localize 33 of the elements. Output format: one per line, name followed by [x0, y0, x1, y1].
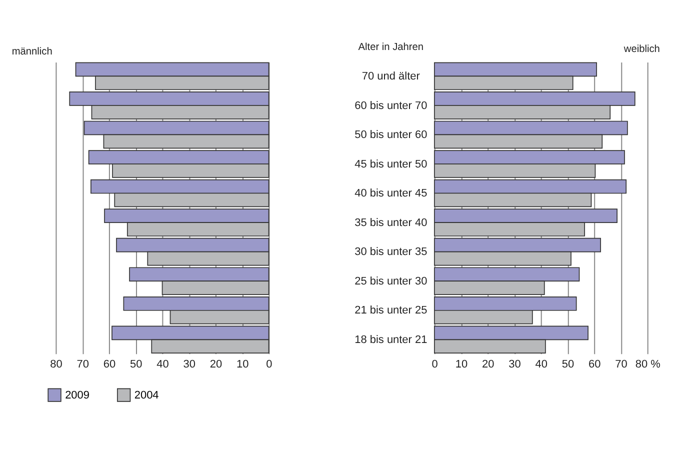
x-tick-label: 10: [236, 358, 249, 371]
legend-label: 2009: [65, 389, 90, 402]
x-tick-label: 50: [562, 358, 574, 371]
x-tick-label: 80 %: [635, 358, 661, 371]
y-tick-label: 70 und älter: [362, 70, 420, 83]
y-tick-label: 35 bis unter 40: [354, 216, 428, 229]
y-tick-label: 50 bis unter 60: [354, 129, 428, 142]
legend-label: 2004: [134, 389, 159, 402]
chart-title: weiblich: [622, 44, 660, 55]
x-tick-label: 30: [508, 358, 521, 371]
y-tick-label: 25 bis unter 30: [354, 275, 428, 288]
x-tick-label: 20: [210, 358, 222, 371]
x-tick-label: 60: [103, 358, 116, 371]
y-tick-label: 30 bis unter 35: [354, 246, 428, 258]
y-tick-label: 45 bis unter 50: [354, 158, 428, 170]
y-axis-title: Alter in Jahren: [358, 42, 424, 53]
x-tick-label: 60: [588, 358, 601, 371]
chart-title: männlich: [12, 46, 52, 58]
x-tick-label: 80: [50, 358, 62, 371]
y-tick-label: 60 bis unter 70: [354, 100, 428, 112]
x-tick-label: 0: [432, 358, 438, 371]
x-tick-label: 40: [156, 358, 169, 371]
x-tick-label: 50: [130, 358, 142, 371]
x-tick-label: 70: [615, 358, 628, 371]
y-tick-label: 18 bis unter 21: [354, 334, 428, 346]
y-tick-label: 21 bis unter 25: [354, 304, 428, 317]
x-tick-label: 0: [266, 358, 272, 371]
x-tick-label: 40: [535, 358, 548, 371]
x-tick-label: 30: [183, 358, 196, 371]
y-tick-label: 40 bis unter 45: [354, 188, 428, 200]
x-tick-label: 20: [482, 358, 494, 371]
x-tick-label: 70: [76, 358, 89, 371]
x-tick-label: 10: [455, 358, 468, 371]
